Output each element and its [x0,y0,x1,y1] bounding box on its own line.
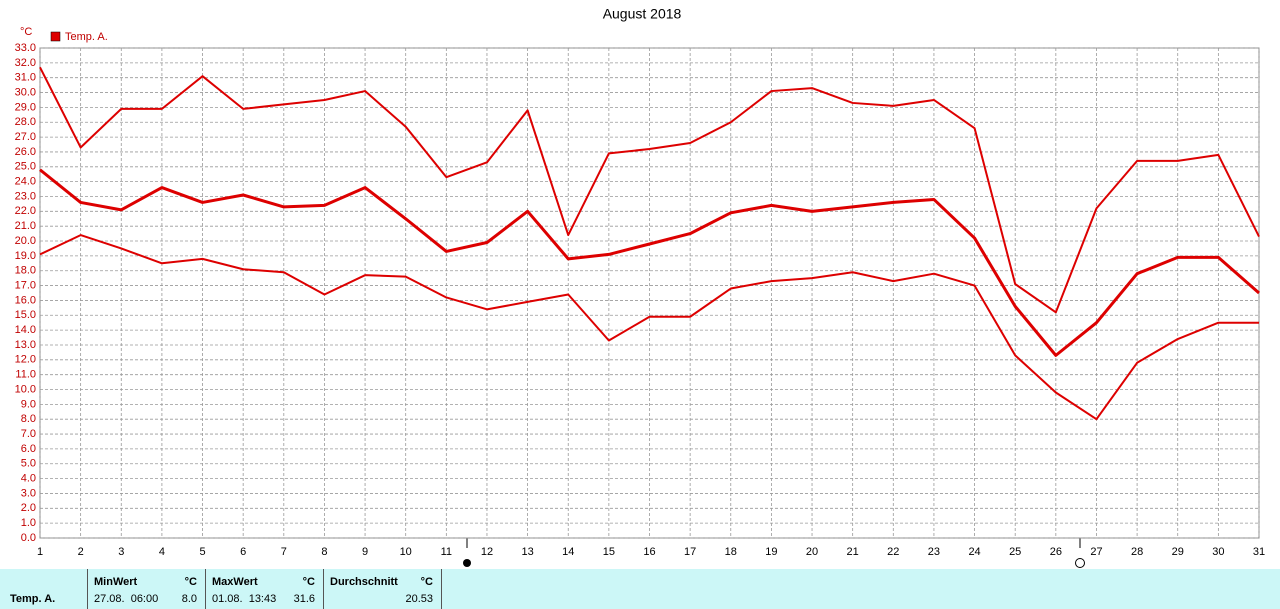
x-tick-label: 11 [441,546,452,558]
new-moon [463,559,471,567]
y-tick-label: 11.0 [15,369,36,381]
moon-markers [463,534,1085,568]
x-tick-label: 14 [562,546,574,558]
x-tick-label: 13 [521,546,533,558]
y-tick-label: 26.0 [15,146,36,158]
summary-cell: MaxWert °C 01.08. 13:43 31.6 [206,569,324,609]
y-tick-label: 30.0 [15,86,36,98]
y-tick-label: 9.0 [21,398,36,410]
summary-when: 27.08. 06:00 [94,593,159,605]
x-tick-label: 17 [684,546,696,558]
x-tick-label: 18 [725,546,737,558]
y-tick-label: 17.0 [15,279,36,291]
y-tick-label: 8.0 [21,413,36,425]
chart: August 2018 °C Temp. A. 0.0 1.0 2.0 3.0 4.0 5… [15,6,1265,568]
y-tick-label: 28.0 [15,116,36,128]
x-tick-label: 21 [847,546,859,558]
x-tick-label: 26 [1050,546,1062,558]
y-tick-label: 27.0 [15,131,36,143]
x-tick-label: 2 [78,546,84,558]
y-tick-label: 5.0 [21,458,36,470]
x-tick-label: 16 [643,546,655,558]
legend-swatch [50,31,61,42]
x-tick-label: 3 [118,546,124,558]
x-tick-label: 1 [37,546,43,558]
full-moon [1075,558,1085,568]
series-line [39,234,1259,421]
summary-cell: MinWert °C 27.08. 06:00 8.0 [88,569,206,609]
x-tick-label: 15 [603,546,615,558]
summary-cell: Durchschnitt °C 20.53 [324,569,442,609]
y-unit: °C [20,26,32,38]
summary-header: MinWert [94,576,138,588]
summary-table: Temp. A. MinWert °C 27.08. 06:00 8.0 Max… [0,569,1280,609]
y-tick-label: 1.0 [21,517,36,529]
y-tick-label: 24.0 [15,176,36,188]
x-tick-label: 20 [806,546,818,558]
y-tick-label: 25.0 [15,161,36,173]
x-tick-label: 27 [1090,546,1102,558]
chart-title: August 2018 [603,6,682,22]
y-tick-label: 3.0 [21,487,36,499]
y-tick-label: 19.0 [15,250,36,262]
x-tick-label: 31 [1253,546,1265,558]
series-line [39,66,1260,314]
y-tick-label: 2.0 [21,502,36,514]
y-tick-label: 10.0 [15,383,36,395]
x-tick-label: 24 [968,546,980,558]
x-tick-label: 12 [481,546,493,558]
summary-label-cell: Temp. A. [0,569,88,609]
x-tick-label: 5 [199,546,205,558]
y-tick-label: 15.0 [15,309,36,321]
y-tick-label: 0.0 [21,532,36,544]
series-line [39,168,1260,357]
x-tick-label: 9 [362,546,368,558]
y-tick-label: 20.0 [15,235,36,247]
summary-label: Temp. A. [10,593,56,605]
summary-unit: °C [420,576,433,588]
y-tick-label: 22.0 [15,205,36,217]
x-tick-label: 4 [159,546,165,558]
y-tick-label: 29.0 [15,101,36,113]
summary-when: 01.08. 13:43 [212,593,277,605]
y-tick-label: 7.0 [21,428,36,440]
y-tick-label: 32.0 [15,57,36,69]
x-tick-label: 6 [240,546,246,558]
x-tick-label: 25 [1009,546,1021,558]
y-tick-label: 16.0 [15,294,36,306]
summary-value: 31.6 [293,593,315,605]
y-tick-label: 12.0 [15,354,36,366]
summary-unit: °C [184,576,197,588]
x-tick-label: 23 [928,546,940,558]
y-tick-label: 31.0 [15,72,36,84]
legend-label: Temp. A. [65,31,108,43]
x-tick-label: 28 [1131,546,1143,558]
y-tick-label: 18.0 [15,265,36,277]
x-tick-label: 7 [281,546,287,558]
summary-unit: °C [302,576,315,588]
y-tick-label: 4.0 [21,473,36,485]
x-tick-label: 10 [400,546,412,558]
x-tick-label: 29 [1172,546,1184,558]
x-tick-label: 8 [321,546,327,558]
summary-value: 20.53 [405,593,433,605]
x-tick-label: 30 [1212,546,1224,558]
y-tick-label: 21.0 [15,220,36,232]
summary-value: 8.0 [181,593,197,605]
x-tick-label: 22 [887,546,899,558]
y-tick-label: 6.0 [21,443,36,455]
y-tick-label: 23.0 [15,190,36,202]
summary-header: Durchschnitt [330,576,398,588]
y-tick-label: 33.0 [15,42,36,54]
y-tick-label: 13.0 [15,339,36,351]
x-tick-label: 19 [765,546,777,558]
y-tick-label: 14.0 [15,324,36,336]
summary-header: MaxWert [212,576,258,588]
